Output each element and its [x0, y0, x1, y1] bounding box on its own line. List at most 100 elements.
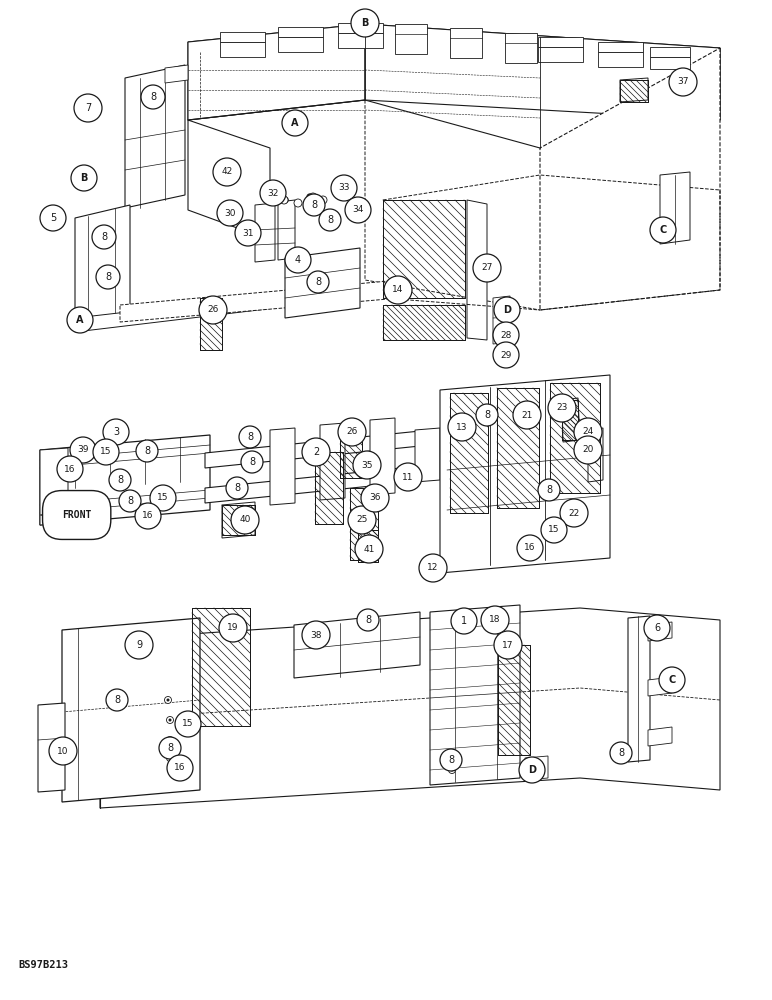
Bar [620, 80, 648, 102]
Circle shape [96, 265, 120, 289]
Bar [383, 200, 465, 298]
Polygon shape [125, 65, 185, 208]
Polygon shape [628, 616, 650, 762]
Circle shape [618, 744, 625, 752]
Circle shape [650, 217, 676, 243]
Polygon shape [505, 33, 537, 63]
Polygon shape [278, 37, 323, 52]
Polygon shape [395, 24, 427, 54]
Bar [192, 608, 250, 726]
Circle shape [302, 438, 330, 466]
Polygon shape [598, 52, 643, 67]
Circle shape [285, 247, 311, 273]
Text: D: D [503, 305, 511, 315]
Bar [192, 608, 250, 726]
Circle shape [103, 274, 111, 282]
Polygon shape [650, 47, 690, 57]
Circle shape [241, 451, 263, 473]
Text: 16: 16 [524, 544, 536, 552]
Polygon shape [648, 677, 672, 696]
Text: 8: 8 [127, 496, 133, 506]
Circle shape [248, 458, 256, 466]
Polygon shape [75, 295, 275, 332]
Bar [222, 505, 255, 535]
Circle shape [168, 738, 171, 742]
Polygon shape [338, 33, 383, 48]
Bar [200, 298, 222, 350]
Text: 8: 8 [618, 748, 624, 758]
Text: 39: 39 [77, 446, 89, 454]
Text: 17: 17 [503, 641, 513, 650]
Polygon shape [538, 47, 583, 62]
Text: 26: 26 [208, 306, 218, 314]
Circle shape [119, 490, 141, 512]
Circle shape [357, 609, 379, 631]
Bar [550, 383, 600, 493]
Polygon shape [648, 727, 672, 746]
Text: A: A [76, 315, 83, 325]
Bar [340, 430, 362, 478]
Text: 16: 16 [64, 464, 76, 474]
Polygon shape [75, 205, 130, 328]
Text: 14: 14 [392, 286, 404, 294]
Polygon shape [294, 612, 420, 678]
Polygon shape [255, 203, 275, 262]
Circle shape [57, 456, 83, 482]
Polygon shape [650, 57, 690, 69]
Text: 8: 8 [249, 457, 255, 467]
Text: 30: 30 [224, 209, 235, 218]
Polygon shape [278, 200, 295, 260]
Text: 8: 8 [144, 446, 150, 456]
Polygon shape [220, 42, 265, 57]
Text: 8: 8 [105, 272, 111, 282]
Circle shape [136, 440, 158, 462]
Circle shape [226, 477, 248, 499]
Circle shape [481, 606, 509, 634]
Bar [450, 393, 488, 513]
Circle shape [49, 737, 77, 765]
Circle shape [103, 419, 129, 445]
Text: 8: 8 [546, 485, 552, 495]
Polygon shape [222, 502, 255, 538]
Polygon shape [588, 428, 603, 482]
Polygon shape [315, 31, 353, 53]
Circle shape [451, 608, 477, 634]
Bar [497, 388, 539, 508]
Text: 22: 22 [568, 508, 580, 518]
Circle shape [493, 342, 519, 368]
Text: 8: 8 [150, 92, 156, 102]
Polygon shape [120, 280, 400, 322]
Polygon shape [270, 428, 295, 505]
Polygon shape [540, 48, 720, 310]
Circle shape [355, 535, 383, 563]
Polygon shape [538, 37, 583, 47]
Bar [192, 608, 250, 726]
Circle shape [669, 68, 697, 96]
Circle shape [338, 418, 366, 446]
Circle shape [449, 766, 455, 774]
Polygon shape [440, 375, 610, 573]
Polygon shape [220, 32, 265, 42]
Circle shape [164, 696, 171, 704]
Circle shape [199, 296, 227, 324]
Circle shape [513, 401, 541, 429]
Polygon shape [430, 605, 520, 785]
Circle shape [93, 439, 119, 465]
Polygon shape [598, 42, 643, 52]
Text: 25: 25 [357, 516, 367, 524]
Circle shape [494, 631, 522, 659]
Bar [383, 305, 465, 340]
Polygon shape [415, 428, 440, 482]
Polygon shape [260, 36, 298, 58]
Text: 8: 8 [311, 200, 317, 210]
Circle shape [644, 615, 670, 641]
Circle shape [295, 200, 301, 206]
Bar [200, 298, 222, 350]
Circle shape [619, 746, 622, 750]
Bar [350, 488, 378, 560]
Circle shape [101, 233, 109, 241]
Circle shape [440, 749, 462, 771]
Polygon shape [207, 42, 245, 64]
Bar [550, 383, 600, 493]
Circle shape [348, 506, 376, 534]
